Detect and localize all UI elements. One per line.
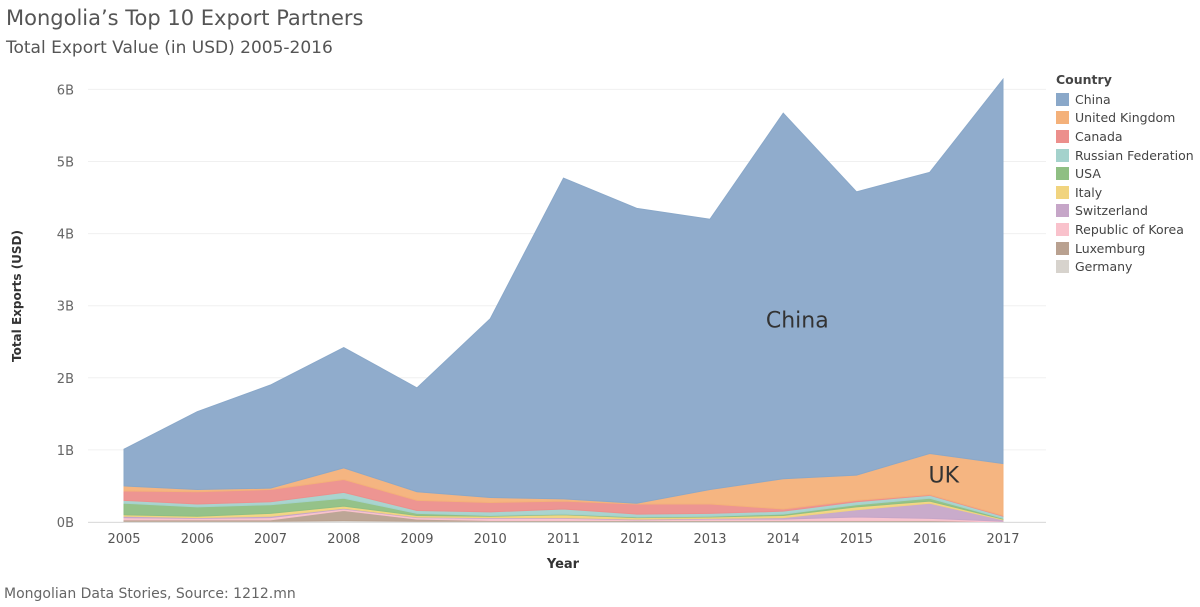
legend-swatch: [1056, 241, 1069, 255]
legend-swatch: [1056, 92, 1069, 106]
legend-label: Italy: [1075, 184, 1103, 200]
x-tick-label: 2009: [400, 532, 433, 547]
y-tick-label: 0B: [57, 516, 74, 531]
legend-label: Switzerland: [1075, 203, 1148, 219]
legend-label: USA: [1075, 166, 1101, 182]
annotation-label: UK: [928, 463, 959, 488]
legend-item[interactable]: United Kingdom: [1056, 109, 1194, 128]
area-chart: 0B 1B 2B 3B 4B 5B 6B 2005 2006 2007 2008 2009 2010 20…: [10, 77, 1046, 572]
source-note: Mongolian Data Stories, Source: 1212.mn: [4, 586, 296, 602]
legend-swatch: [1056, 260, 1069, 274]
y-tick-label: 5B: [57, 156, 74, 171]
chart-subtitle: Total Export Value (in USD) 2005-2016: [6, 38, 333, 58]
y-tick-label: 6B: [57, 83, 74, 98]
legend-swatch: [1056, 129, 1069, 143]
x-tick-label: 2017: [986, 532, 1019, 547]
y-tick-label: 3B: [57, 300, 74, 315]
x-tick-label: 2011: [547, 532, 580, 547]
y-tick-label: 1B: [57, 444, 74, 459]
y-axis-title: Total Exports (USD): [10, 230, 24, 362]
legend-item[interactable]: Republic of Korea: [1056, 220, 1194, 239]
legend-item[interactable]: Germany: [1056, 257, 1194, 276]
legend-label: United Kingdom: [1075, 110, 1176, 126]
legend-swatch: [1056, 222, 1069, 236]
legend-item[interactable]: Italy: [1056, 183, 1194, 202]
x-tick-label: 2010: [474, 532, 507, 547]
legend-item[interactable]: Canada: [1056, 127, 1194, 146]
legend-item[interactable]: Russian Federation: [1056, 146, 1194, 165]
legend-swatch: [1056, 111, 1069, 125]
legend-item[interactable]: USA: [1056, 164, 1194, 183]
legend-label: Luxemburg: [1075, 240, 1146, 256]
legend-swatch: [1056, 204, 1069, 218]
x-tick-label: 2015: [840, 532, 873, 547]
legend-label: Germany: [1075, 259, 1133, 275]
legend-label: Russian Federation: [1075, 147, 1194, 163]
x-tick-label: 2012: [620, 532, 653, 547]
x-axis-title: Year: [546, 557, 580, 572]
x-tick-label: 2008: [327, 532, 360, 547]
legend-swatch: [1056, 148, 1069, 162]
y-tick-label: 4B: [57, 228, 74, 243]
legend-item[interactable]: Luxemburg: [1056, 239, 1194, 258]
x-tick-label: 2007: [254, 532, 287, 547]
legend-title: Country: [1056, 72, 1112, 87]
x-tick-label: 2016: [913, 532, 946, 547]
legend-label: Republic of Korea: [1075, 221, 1184, 237]
annotation-label: China: [766, 308, 829, 333]
area-china: [123, 77, 1004, 504]
legend-label: Canada: [1075, 128, 1123, 144]
legend-swatch: [1056, 167, 1069, 181]
y-tick-label: 2B: [57, 372, 74, 387]
x-tick-label: 2013: [693, 532, 726, 547]
legend-swatch: [1056, 185, 1069, 199]
legend-item[interactable]: Switzerland: [1056, 202, 1194, 221]
legend-item[interactable]: China: [1056, 90, 1194, 109]
x-tick-label: 2014: [767, 532, 800, 547]
x-tick-label: 2006: [181, 532, 214, 547]
chart-title: Mongolia’s Top 10 Export Partners: [6, 6, 364, 30]
legend: Country China United Kingdom Canada Russian…: [1056, 72, 1194, 276]
legend-label: China: [1075, 91, 1111, 107]
x-tick-label: 2005: [107, 532, 140, 547]
